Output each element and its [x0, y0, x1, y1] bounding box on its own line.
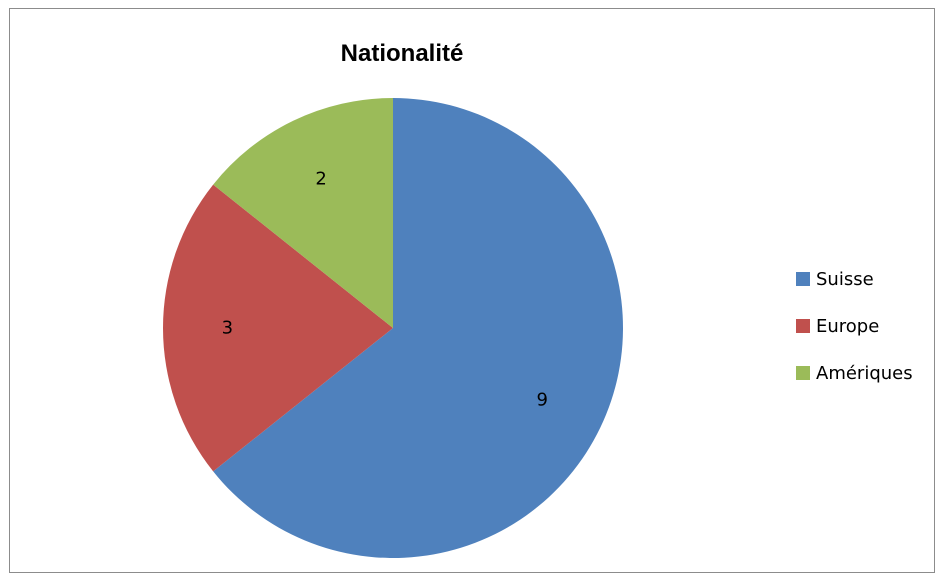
pie-slice-suisse — [213, 98, 623, 558]
legend-label-europe: Europe — [816, 315, 880, 337]
legend: Suisse Europe Amériques — [796, 267, 913, 408]
legend-label-suisse: Suisse — [816, 268, 874, 290]
pie-plot: 9 3 2 — [163, 98, 623, 558]
legend-swatch-suisse — [796, 272, 810, 286]
pie-slice-europe — [163, 184, 393, 472]
legend-label-ameriques: Amériques — [816, 362, 913, 384]
legend-item-europe: Europe — [796, 314, 913, 338]
pie-data-labels: 9 3 2 — [222, 168, 548, 410]
legend-item-suisse: Suisse — [796, 267, 913, 291]
data-label-suisse: 9 — [536, 389, 547, 410]
chart-title: Nationalité — [340, 40, 464, 67]
chart-frame: Nationalité 9 3 2 Suisse Europe Amériques — [9, 8, 935, 573]
pie-slices — [163, 98, 623, 558]
legend-swatch-ameriques — [796, 366, 810, 380]
pie-slice-ameriques — [213, 98, 393, 328]
legend-item-ameriques: Amériques — [796, 361, 913, 385]
legend-swatch-europe — [796, 319, 810, 333]
data-label-europe: 3 — [222, 318, 233, 339]
data-label-ameriques: 2 — [315, 168, 326, 189]
